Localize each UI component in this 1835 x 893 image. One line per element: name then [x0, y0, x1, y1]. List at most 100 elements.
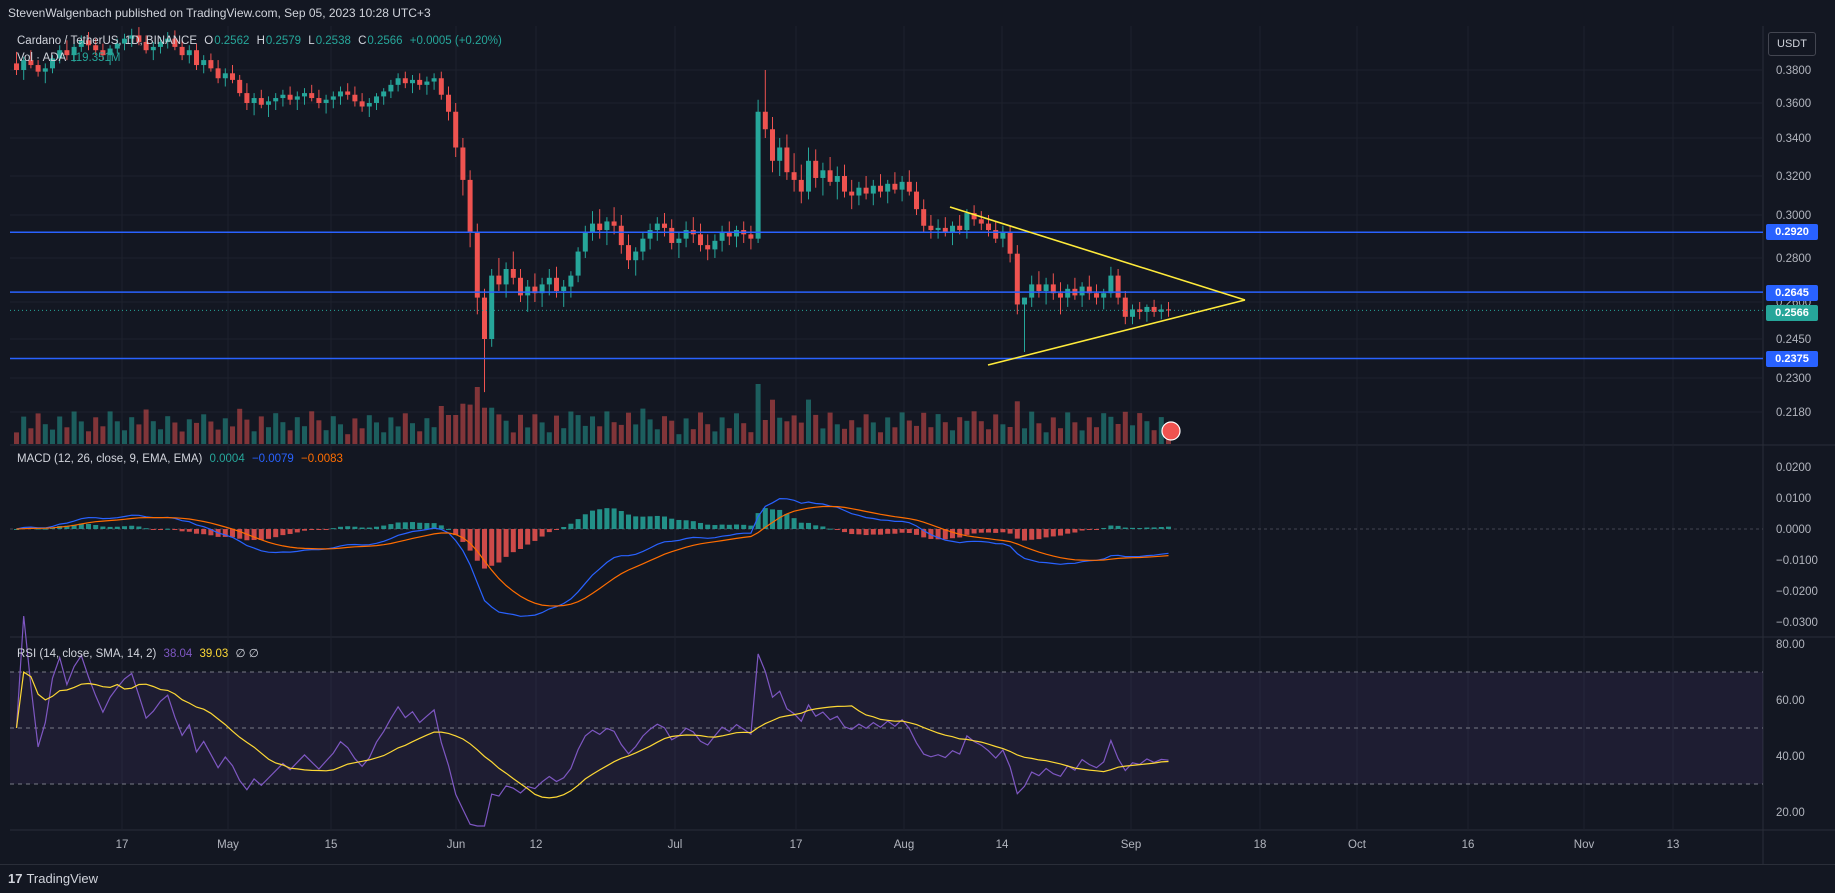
- macd-histogram-bar: [482, 529, 487, 569]
- volume-bar: [640, 408, 646, 444]
- volume-bar: [986, 429, 991, 444]
- macd-tick-label: 0.0000: [1776, 524, 1811, 536]
- candle-body: [438, 78, 444, 95]
- volume-bar: [1022, 428, 1027, 444]
- volume-bar: [266, 427, 271, 444]
- macd-histogram-bar: [1007, 529, 1013, 534]
- volume-label: Vol · ADA: [17, 52, 67, 64]
- volume-bar: [381, 432, 387, 444]
- close-value: 0.2566: [367, 35, 403, 47]
- volume-bar: [525, 427, 531, 444]
- volume-bar: [1050, 417, 1056, 444]
- symbol-label[interactable]: Cardano / TetherUS, 1D, BINANCE: [17, 35, 198, 47]
- low-label: L: [308, 35, 315, 47]
- candle-body: [834, 176, 840, 182]
- candle-body: [770, 129, 775, 161]
- volume-bar: [352, 418, 358, 444]
- macd-histogram-bar: [1094, 529, 1099, 530]
- volume-bar: [928, 427, 934, 444]
- candle-body: [856, 187, 862, 196]
- volume-bar: [1122, 411, 1128, 444]
- price-tick-label: 0.3800: [1776, 65, 1811, 77]
- macd-histogram-bar: [777, 509, 783, 529]
- candle-body: [482, 297, 487, 339]
- candle-body: [71, 46, 77, 56]
- candle-body: [525, 286, 531, 296]
- candle-body: [590, 223, 595, 233]
- candle-body: [518, 277, 523, 296]
- macd-title[interactable]: MACD (12, 26, close, 9, EMA, EMA): [17, 453, 203, 465]
- volume-bar: [316, 420, 322, 444]
- macd-legend: MACD (12, 26, close, 9, EMA, EMA) 0.0004…: [17, 453, 347, 465]
- macd-histogram-bar: [518, 529, 523, 549]
- candle-body: [1144, 306, 1150, 312]
- candle-body: [899, 181, 905, 190]
- volume-bar: [770, 399, 775, 444]
- volume-bar: [1115, 424, 1121, 444]
- volume-bar: [57, 416, 63, 444]
- macd-histogram-bar: [950, 529, 955, 539]
- volume-bar: [734, 413, 739, 444]
- macd-histogram-bar: [575, 519, 581, 529]
- macd-histogram-bar: [453, 529, 459, 536]
- time-tick-label: 16: [1462, 839, 1475, 851]
- volume-bar: [388, 417, 394, 444]
- currency-button[interactable]: USDT: [1768, 32, 1816, 56]
- rsi-title[interactable]: RSI (14, close, SMA, 14, 2): [17, 648, 157, 660]
- last-price-tag: 0.2566: [1766, 305, 1818, 321]
- volume-bar: [849, 420, 855, 444]
- candle-body: [611, 221, 617, 226]
- macd-histogram-bar: [1122, 527, 1128, 529]
- rsi-tick-label: 20.00: [1776, 807, 1805, 819]
- candle-body: [1151, 306, 1157, 312]
- candle-body: [921, 209, 927, 226]
- candle-body: [114, 43, 120, 49]
- macd-histogram-bar: [323, 529, 329, 530]
- candle-body: [136, 35, 142, 42]
- time-tick-label: Oct: [1348, 839, 1367, 851]
- candle-body: [870, 185, 876, 194]
- candle-body: [64, 50, 70, 56]
- volume-bar: [914, 425, 919, 444]
- macd-histogram-bar: [1036, 529, 1042, 540]
- macd-tick-label: −0.0300: [1776, 617, 1818, 629]
- volume-bar: [942, 422, 948, 444]
- volume-bar: [1058, 428, 1063, 444]
- macd-histogram-bar: [194, 529, 199, 534]
- brand-name[interactable]: TradingView: [26, 871, 99, 886]
- candle-body: [633, 251, 639, 261]
- macd-histogram-bar: [208, 529, 214, 536]
- volume-bar: [309, 411, 315, 444]
- time-tick-label: 14: [996, 839, 1009, 851]
- price-tick-label: 0.3200: [1776, 171, 1811, 183]
- candle-body: [626, 245, 631, 261]
- macd-histogram-bar: [352, 526, 358, 529]
- macd-histogram-bar: [539, 529, 545, 537]
- candle-body: [186, 50, 192, 56]
- macd-histogram-bar: [705, 524, 711, 529]
- candle-body: [35, 65, 41, 72]
- volume-legend: Vol · ADA 119.351M: [17, 52, 125, 64]
- macd-histogram-bar: [222, 529, 228, 537]
- volume-bar: [107, 411, 113, 444]
- volume-bar: [136, 424, 142, 444]
- macd-histogram-bar: [914, 529, 919, 535]
- volume-bar: [222, 418, 228, 444]
- candle-body: [230, 73, 235, 80]
- level-tag-02645: 0.2645: [1766, 285, 1818, 301]
- macd-histogram-bar: [438, 525, 444, 529]
- candle-body: [640, 238, 646, 252]
- macd-histogram-bar: [446, 528, 451, 530]
- macd-histogram-bar: [330, 528, 336, 530]
- macd-histogram-bar: [676, 519, 682, 529]
- volume-bar: [503, 420, 509, 444]
- macd-histogram-bar: [633, 516, 639, 529]
- volume-bar: [654, 429, 660, 444]
- volume-bar: [143, 409, 149, 444]
- volume-bar: [1151, 430, 1157, 444]
- volume-bar: [417, 431, 423, 444]
- candle-body: [878, 185, 883, 192]
- volume-bar: [230, 426, 235, 444]
- rsi-value: 38.04: [163, 648, 193, 660]
